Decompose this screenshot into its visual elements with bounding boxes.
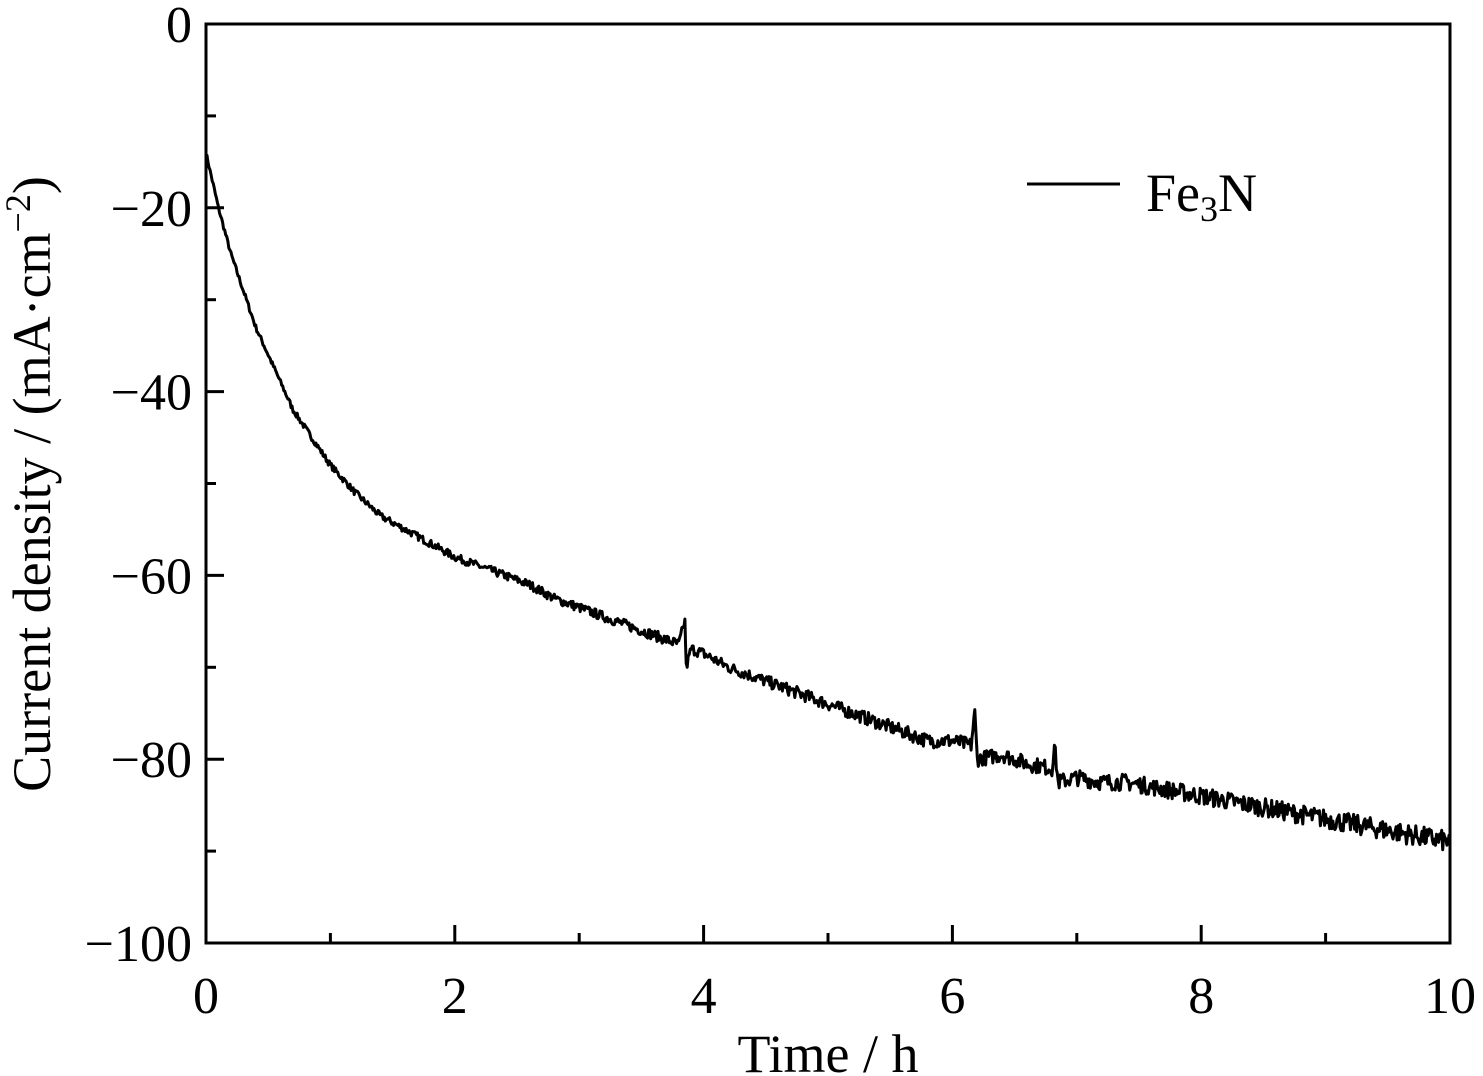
y-tick-label: 0: [166, 0, 192, 54]
legend-label-subscript: 3: [1200, 189, 1218, 229]
y-tick-label: −60: [111, 548, 192, 605]
x-tick-label: 10: [1424, 968, 1476, 1025]
x-tick-label: 6: [939, 968, 965, 1025]
legend-label: Fe3N: [1146, 163, 1257, 229]
y-axis-title-end: ): [2, 176, 62, 194]
axis-tick-labels: 0 2 4 6 8 10 0 −20 −40 −60 −80 −100: [85, 0, 1476, 1025]
y-axis-title: Current density / (mA·cm−2): [0, 176, 62, 792]
x-axis-title: Time / h: [737, 1024, 918, 1076]
axis-ticks: [204, 22, 1452, 945]
y-axis-title-superscript: −2: [0, 194, 38, 232]
x-tick-label: 2: [442, 968, 468, 1025]
y-tick-label: −100: [85, 916, 192, 973]
y-tick-label: −40: [111, 365, 192, 422]
y-axis-title-main: Current density / (mA·cm: [2, 232, 62, 791]
x-tick-label: 4: [691, 968, 717, 1025]
legend-label-end: N: [1218, 163, 1257, 223]
series-line-fe3n: [205, 153, 1452, 852]
x-tick-label: 0: [193, 968, 219, 1025]
legend: Fe3N: [1027, 163, 1257, 229]
legend-label-main: Fe: [1146, 163, 1200, 223]
x-tick-label: 8: [1188, 968, 1214, 1025]
y-tick-label: −20: [111, 181, 192, 238]
y-tick-label: −80: [111, 732, 192, 789]
